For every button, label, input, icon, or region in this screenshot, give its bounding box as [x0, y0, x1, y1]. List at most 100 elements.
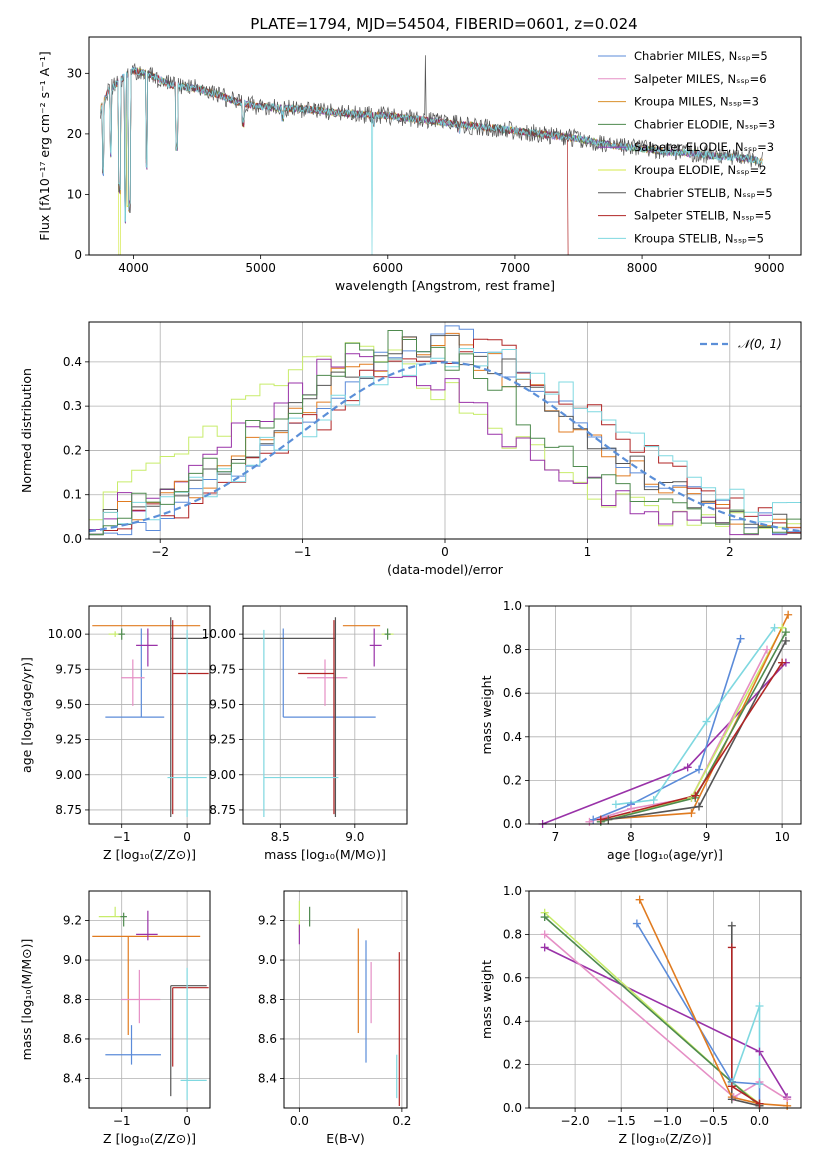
- errorbar-point: [136, 628, 158, 667]
- y-tick-label: 8.6: [63, 1032, 82, 1046]
- errorbar-point: [105, 1025, 161, 1065]
- plot-area: [542, 614, 789, 824]
- y-tick-label: 9.2: [258, 914, 277, 928]
- x-tick-label: 7: [552, 830, 560, 844]
- series-marker: [755, 1047, 764, 1056]
- y-tick-label: 0.3: [63, 399, 82, 413]
- series-marker: [632, 919, 641, 928]
- y-tick-label: 0.0: [503, 817, 522, 831]
- legend: Chabrier MILES, Nₛₛₚ=5 Salpeter MILES, Nₛ…: [598, 49, 775, 245]
- x-tick-label: 8: [627, 830, 635, 844]
- y-tick-label: 9.75: [209, 662, 236, 676]
- histogram-series: [89, 342, 801, 539]
- plot-area: [92, 617, 209, 817]
- x-tick-label: 5000: [245, 261, 276, 275]
- y-tick-label: 10.00: [48, 627, 82, 641]
- series-marker: [727, 1095, 736, 1104]
- errorbar-point: [98, 906, 122, 918]
- series-marker: [691, 791, 700, 800]
- series-marker: [540, 930, 549, 939]
- axes-frame: [242, 605, 408, 825]
- legend-label: Chabrier STELIB, Nₛₛₚ=5: [634, 186, 773, 200]
- series-marker: [727, 921, 736, 930]
- y-tick-label: 0.2: [503, 773, 522, 787]
- figure-title: PLATE=1794, MJD=54504, FIBERID=0601, z=0…: [250, 15, 637, 33]
- series-line: [608, 627, 783, 821]
- errorbar-point: [243, 617, 337, 817]
- x-tick-label: −1: [294, 545, 312, 559]
- panel-age-vs-metallicity: −1 0 8.75 9.00 9.25 9.50 9.75 10.00 Z [log₁₀(Z/Z…: [19, 605, 211, 862]
- x-tick-label: 4000: [118, 261, 149, 275]
- series-line: [589, 649, 768, 823]
- legend-label: Salpeter STELIB, Nₛₛₚ=5: [634, 209, 772, 223]
- series-marker: [784, 610, 793, 619]
- x-tick-label: 1: [584, 545, 592, 559]
- y-tick-label: 9.00: [55, 768, 82, 782]
- histogram-series: [89, 330, 801, 539]
- axes-frame: [528, 890, 802, 1109]
- series-marker: [736, 634, 745, 643]
- series-line: [615, 627, 776, 806]
- x-tick-label: −2: [151, 545, 169, 559]
- y-tick-label: 8.4: [258, 1071, 277, 1085]
- series-marker: [778, 658, 787, 667]
- y-axis-label: Flux [fλ10⁻¹⁷ erg cm⁻² s⁻¹ A⁻¹]: [37, 51, 52, 240]
- x-axis-label: Z [log₁₀(Z/Z⊙)]: [619, 1131, 712, 1146]
- normal-curve: [89, 361, 801, 533]
- x-tick-label: −2.0: [561, 1114, 590, 1128]
- errorbar-point: [180, 967, 207, 1101]
- errorbar-point: [118, 628, 125, 640]
- errorbar-point: [369, 628, 382, 667]
- series-marker: [649, 796, 658, 805]
- y-tick-label: 0.0: [63, 532, 82, 546]
- x-tick-label: 6000: [373, 261, 404, 275]
- x-tick-label: 9: [703, 830, 711, 844]
- y-tick-label: 9.25: [55, 733, 82, 747]
- errorbar-point: [170, 985, 207, 1097]
- series-marker: [683, 763, 692, 772]
- y-tick-label: 9.00: [209, 768, 236, 782]
- legend-label: Salpeter ELODIE, Nₛₛₚ=3: [634, 140, 774, 154]
- errorbar-point: [167, 629, 207, 817]
- y-tick-label: 9.0: [63, 953, 82, 967]
- y-tick-label: 0.8: [503, 927, 522, 941]
- x-tick-label: 0: [183, 1114, 191, 1128]
- y-tick-label: 0.4: [503, 730, 522, 744]
- y-axis-label: mass weight: [479, 960, 494, 1039]
- errorbar-point: [136, 910, 158, 941]
- axes-frame: [88, 36, 802, 256]
- x-tick-label: 0.0: [290, 1114, 309, 1128]
- errorbar-point: [92, 935, 201, 1036]
- errorbar-point: [298, 620, 335, 815]
- axes-frame: [528, 605, 802, 825]
- series-marker: [540, 913, 549, 922]
- legend-label: Kroupa STELIB, Nₛₛₚ=5: [634, 231, 764, 245]
- x-tick-label: −1.5: [607, 1114, 636, 1128]
- plot-area: [89, 325, 801, 539]
- panel-massweight-vs-age: 7 8 9 10 0.0 0.2 0.4 0.6 0.8 1.0 age [log₁₀(age/yr…: [479, 599, 802, 862]
- series-line: [544, 916, 761, 1107]
- errorbar-point: [263, 629, 339, 817]
- y-tick-label: 0.2: [63, 443, 82, 457]
- y-tick-label: 20: [67, 127, 82, 141]
- plot-area: [544, 899, 788, 1107]
- y-tick-label: 0: [74, 248, 82, 262]
- series-marker: [687, 809, 696, 818]
- y-tick-label: 10: [67, 187, 82, 201]
- y-tick-label: 8.75: [209, 803, 236, 817]
- series-marker: [727, 943, 736, 952]
- x-tick-label: −1: [113, 830, 131, 844]
- y-tick-label: 1.0: [503, 599, 522, 613]
- series-marker: [604, 815, 613, 824]
- panel-spectrum: 4000 5000 6000 7000 8000 9000 0 10 20 30 wavelengt…: [37, 36, 802, 293]
- series-line: [600, 614, 789, 821]
- errorbar-point: [384, 628, 391, 640]
- series-marker: [755, 1080, 764, 1089]
- legend-label: 𝒩(0, 1): [738, 337, 782, 351]
- series-marker: [781, 636, 790, 645]
- series-line: [638, 899, 788, 1107]
- y-tick-label: 0.1: [63, 488, 82, 502]
- x-tick-label: 0.2: [392, 1114, 411, 1128]
- plot-area: [243, 617, 394, 817]
- x-tick-label: 9.0: [345, 830, 364, 844]
